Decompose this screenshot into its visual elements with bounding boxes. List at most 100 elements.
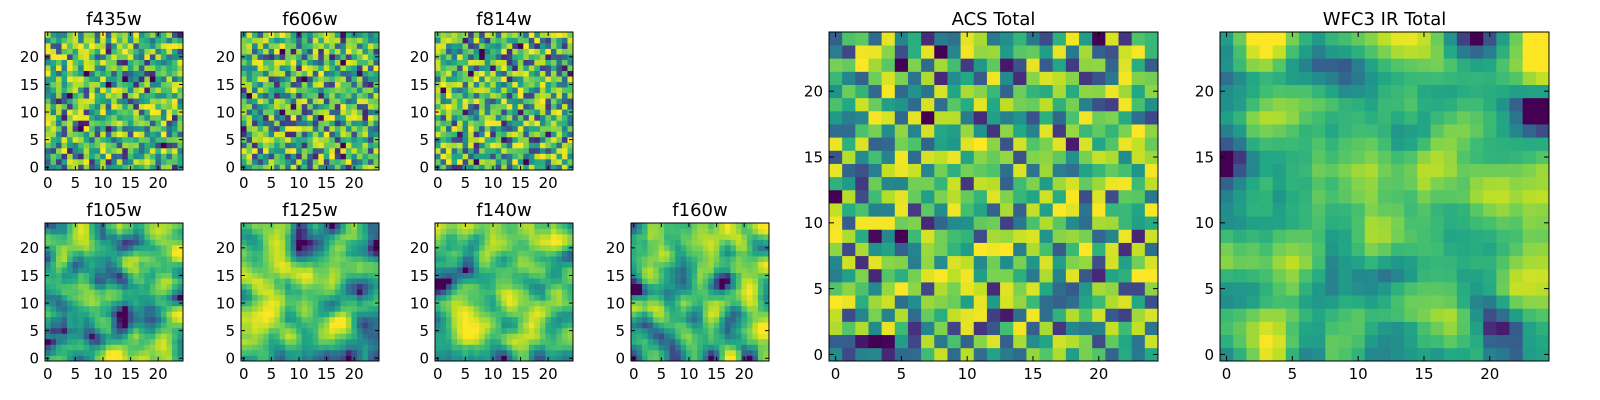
heatmap-cell (296, 344, 303, 351)
heatmap-cell (160, 158, 167, 165)
heatmap-cell (724, 256, 731, 262)
heatmap-cell (561, 278, 568, 285)
heatmap-cell (1039, 203, 1054, 217)
heatmap-cell (528, 158, 535, 165)
heatmap-cell (155, 327, 162, 334)
heatmap-cell (122, 65, 129, 71)
heatmap-cell (484, 333, 491, 340)
heatmap-cell (512, 76, 519, 83)
heatmap-cell (479, 327, 486, 334)
heatmap-cell (323, 283, 330, 290)
heatmap-cell (550, 239, 557, 246)
heatmap-cell (367, 37, 374, 44)
heatmap-cell (61, 158, 68, 165)
heatmap-cell (268, 125, 275, 132)
heatmap-cell (829, 321, 843, 336)
heatmap-cell (290, 98, 297, 105)
heatmap-cell (973, 163, 988, 178)
heatmap-cell (691, 344, 698, 351)
heatmap-cell (105, 316, 112, 323)
heatmap-cell (842, 203, 856, 217)
heatmap-cell (373, 239, 380, 246)
heatmap-cell (100, 142, 107, 149)
heatmap-cell (257, 147, 264, 154)
heatmap-cell (111, 114, 118, 121)
heatmap-cell (490, 272, 497, 279)
heatmap-cell (144, 136, 151, 143)
heatmap-cell (257, 43, 264, 49)
heatmap-cell (105, 70, 112, 77)
x-tick-label: 0 (433, 365, 443, 383)
heatmap-cell (61, 316, 68, 323)
heatmap-cell (312, 87, 319, 94)
heatmap-cell (367, 344, 374, 351)
heatmap-cell (534, 228, 541, 235)
heatmap-cell (351, 54, 358, 60)
heatmap-cell (435, 349, 441, 356)
heatmap-cell (50, 43, 57, 49)
heatmap-cell (440, 147, 447, 154)
heatmap-cell (56, 54, 62, 60)
heatmap-cell (763, 311, 770, 318)
heatmap-cell (252, 327, 258, 334)
heatmap-cell (171, 70, 178, 77)
heatmap-cell (340, 153, 347, 160)
heatmap-cell (166, 344, 173, 351)
heatmap-cell (484, 147, 491, 154)
heatmap-cell (351, 349, 358, 356)
heatmap-cell (664, 333, 670, 340)
heatmap-cell (479, 239, 486, 246)
heatmap-cell (367, 300, 374, 307)
heatmap-cell (329, 131, 336, 138)
heatmap-cell (50, 120, 57, 127)
heatmap-cell (484, 305, 491, 312)
heatmap-cell (290, 76, 297, 83)
heatmap-cell (94, 59, 101, 66)
heatmap-cell (155, 48, 162, 55)
heatmap-cell (160, 54, 167, 60)
heatmap-cell (675, 223, 682, 229)
heatmap-cell (356, 70, 363, 77)
heatmap-cell (334, 37, 341, 44)
heatmap-cell (149, 70, 156, 77)
heatmap-cell (1013, 282, 1027, 296)
heatmap-cell (1118, 308, 1133, 322)
heatmap-cell (318, 344, 325, 351)
heatmap-cell (868, 255, 882, 270)
heatmap-cell (1079, 176, 1093, 191)
heatmap-cell (435, 76, 441, 83)
heatmap-cell (144, 164, 151, 171)
heatmap-cell (534, 267, 541, 274)
heatmap-cell (290, 164, 297, 171)
heatmap-cell (473, 54, 480, 60)
heatmap-cell (367, 311, 374, 318)
heatmap-cell (274, 65, 280, 71)
heatmap-cell (512, 250, 519, 257)
heatmap-cell (100, 327, 107, 334)
heatmap-cell (149, 76, 156, 83)
heatmap-cell (664, 278, 670, 285)
heatmap-cell (116, 98, 123, 105)
heatmap-cell (523, 131, 530, 138)
heatmap-cell (757, 256, 764, 262)
heatmap-cell (550, 349, 557, 356)
heatmap-cell (468, 272, 474, 279)
heatmap-cell (56, 338, 62, 345)
heatmap-cell (631, 344, 637, 351)
heatmap-cell (329, 48, 336, 55)
heatmap-cell (345, 327, 352, 334)
heatmap-cell (881, 176, 896, 191)
heatmap-cell (473, 87, 480, 94)
heatmap-cell (171, 322, 178, 329)
heatmap-cell (373, 338, 380, 345)
heatmap-cell (78, 92, 84, 99)
heatmap-cell (61, 59, 68, 66)
heatmap-cell (72, 261, 79, 268)
heatmap-cell (550, 120, 557, 127)
heatmap-cell (473, 344, 480, 351)
heatmap-cell (658, 239, 665, 246)
heatmap-cell (155, 54, 162, 60)
heatmap-cell (495, 87, 502, 94)
heatmap-cell (763, 278, 770, 285)
